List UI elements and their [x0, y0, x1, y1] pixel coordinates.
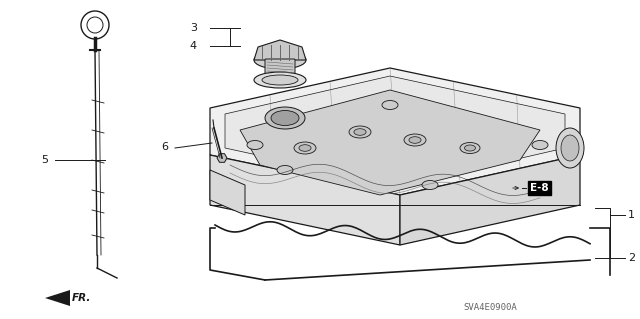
Text: FR.: FR. [72, 293, 92, 303]
Text: 4: 4 [190, 41, 197, 51]
Ellipse shape [265, 107, 305, 129]
Text: SVA4E0900A: SVA4E0900A [463, 303, 517, 313]
Text: 3: 3 [190, 23, 197, 33]
Ellipse shape [409, 137, 421, 143]
Polygon shape [225, 76, 565, 186]
Polygon shape [254, 40, 306, 60]
Ellipse shape [294, 142, 316, 154]
Ellipse shape [254, 72, 306, 88]
Polygon shape [240, 90, 540, 195]
Ellipse shape [277, 166, 293, 174]
Polygon shape [217, 154, 227, 162]
Text: 5: 5 [41, 155, 48, 165]
Ellipse shape [422, 181, 438, 189]
Ellipse shape [349, 126, 371, 138]
Polygon shape [45, 290, 70, 306]
Ellipse shape [561, 135, 579, 161]
Text: 1: 1 [628, 210, 635, 220]
Ellipse shape [465, 145, 476, 151]
Ellipse shape [354, 129, 366, 135]
FancyBboxPatch shape [265, 59, 295, 75]
Ellipse shape [532, 140, 548, 150]
Ellipse shape [247, 140, 263, 150]
Ellipse shape [271, 110, 299, 125]
Ellipse shape [460, 143, 480, 153]
Ellipse shape [404, 134, 426, 146]
Text: 6: 6 [161, 142, 168, 152]
Polygon shape [210, 170, 245, 215]
Ellipse shape [556, 128, 584, 168]
Polygon shape [210, 68, 580, 195]
Polygon shape [210, 155, 400, 245]
Polygon shape [400, 155, 580, 245]
Text: E-8: E-8 [530, 183, 548, 193]
Text: 2: 2 [628, 253, 635, 263]
Ellipse shape [254, 51, 306, 69]
Ellipse shape [299, 145, 311, 151]
Ellipse shape [262, 75, 298, 85]
Ellipse shape [382, 100, 398, 109]
